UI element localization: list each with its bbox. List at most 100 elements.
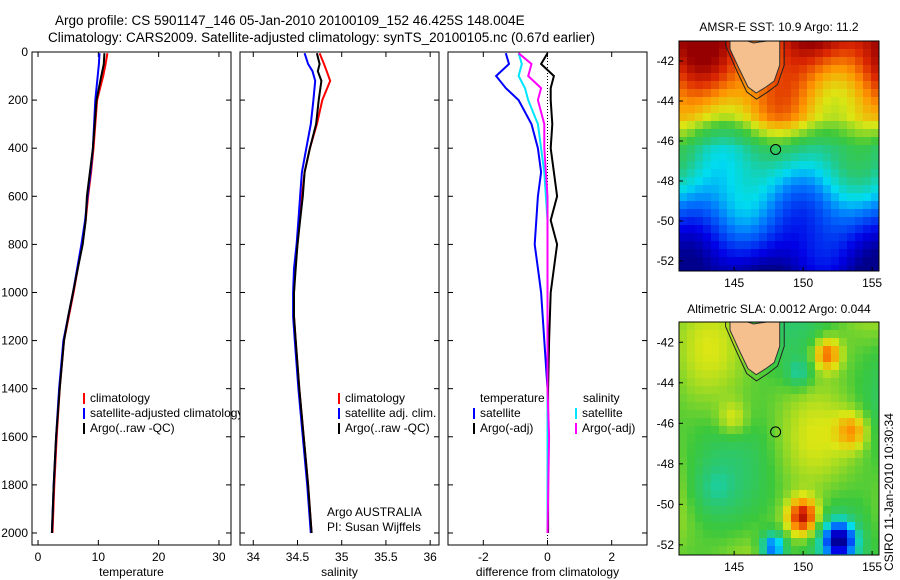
heatmap-cell (855, 257, 864, 266)
heatmap-cell (871, 450, 879, 459)
heatmap-cell (831, 514, 840, 523)
heatmap-cell (847, 169, 856, 178)
heatmap-cell (735, 442, 744, 451)
heatmap-cell (767, 498, 776, 507)
heatmap-cell (767, 522, 776, 531)
heatmap-cell (695, 121, 704, 130)
heatmap-cell (775, 177, 784, 186)
heatmap-cell (799, 530, 808, 539)
heatmap-cell (727, 89, 736, 98)
heatmap-cell (735, 506, 744, 515)
heatmap-cell (807, 193, 816, 202)
heatmap-cell (823, 514, 832, 523)
heatmap-cell (847, 81, 856, 90)
heatmap-cell (791, 105, 800, 114)
heatmap-cell (711, 105, 720, 114)
x-tick-label: 155 (862, 276, 882, 290)
legend-entry-label: satellite (480, 406, 521, 420)
heatmap-cell (719, 466, 728, 475)
heatmap-cell (759, 522, 768, 531)
heatmap-cell (791, 498, 800, 507)
heatmap-cell (727, 474, 736, 483)
heatmap-cell (727, 458, 736, 467)
heatmap-cell (775, 362, 784, 371)
heatmap-cell (767, 169, 776, 178)
heatmap-cell (759, 458, 768, 467)
heatmap-cell (855, 322, 864, 331)
heatmap-cell (695, 193, 704, 202)
heatmap-cell (799, 410, 808, 419)
heatmap-cell (807, 362, 816, 371)
heatmap-cell (751, 522, 760, 531)
heatmap-cell (775, 370, 784, 379)
heatmap-cell (855, 338, 864, 347)
heatmap-cell (799, 49, 808, 58)
heatmap-cell (751, 257, 760, 266)
heatmap-cell (791, 113, 800, 122)
heatmap-cell (807, 482, 816, 491)
heatmap-cell (799, 41, 808, 50)
heatmap-cell (871, 466, 879, 475)
heatmap-cell (807, 129, 816, 138)
heatmap-cell (751, 434, 760, 443)
heatmap-cell (807, 105, 816, 114)
heatmap-cell (719, 402, 728, 411)
heatmap-cell (847, 362, 856, 371)
heatmap-cell (831, 201, 840, 210)
heatmap-cell (799, 370, 808, 379)
heatmap-cell (703, 378, 712, 387)
heatmap-cell (863, 241, 872, 250)
heatmap-cell (863, 378, 872, 387)
heatmap-cell (743, 418, 752, 427)
heatmap-cell (799, 153, 808, 162)
heatmap-cell (719, 474, 728, 483)
heatmap-cell (863, 434, 872, 443)
heatmap-cell (743, 265, 752, 271)
heatmap-cell (871, 426, 879, 435)
heatmap-cell (823, 482, 832, 491)
heatmap-cell (863, 249, 872, 258)
heatmap-cell (719, 346, 728, 355)
heatmap-cell (727, 137, 736, 146)
heatmap-cell (703, 466, 712, 475)
heatmap-cell (871, 193, 879, 202)
heatmap-cell (799, 450, 808, 459)
heatmap-cell (783, 530, 792, 539)
heatmap-cell (807, 418, 816, 427)
heatmap-cell (847, 322, 856, 331)
heatmap-cell (703, 177, 712, 186)
heatmap-cell (799, 57, 808, 66)
heatmap-cell (871, 490, 879, 499)
heatmap-cell (759, 418, 768, 427)
x-tick-label: 10 (92, 550, 106, 564)
heatmap-cell (759, 153, 768, 162)
heatmap-cell (759, 474, 768, 483)
heatmap-cell (815, 57, 824, 66)
heatmap-cell (711, 193, 720, 202)
heatmap-cell (735, 394, 744, 403)
heatmap-cell (735, 378, 744, 387)
heatmap-cell (767, 185, 776, 194)
heatmap-cell (791, 474, 800, 483)
heatmap-cell (703, 41, 712, 50)
heatmap-cell (695, 137, 704, 146)
heatmap-cell (799, 490, 808, 499)
heatmap-cell (839, 129, 848, 138)
sla-map: 145 150 155 -42 -44 -46 -48 -50 -52 (657, 321, 882, 574)
heatmap-cell (799, 161, 808, 170)
heatmap-cell (695, 466, 704, 475)
heatmap-cell (711, 153, 720, 162)
heatmap-cell (783, 506, 792, 515)
heatmap-cell (743, 217, 752, 226)
heatmap-cell (783, 129, 792, 138)
heatmap-cell (751, 530, 760, 539)
heatmap-cell (679, 153, 688, 162)
map-frame (678, 321, 880, 556)
heatmap-cell (703, 522, 712, 531)
heatmap-cell (719, 41, 728, 50)
heatmap-cell (847, 233, 856, 242)
heatmap-cell (807, 354, 816, 363)
heatmap-cell (815, 185, 824, 194)
heatmap-cell (783, 458, 792, 467)
heatmap-cell (831, 129, 840, 138)
